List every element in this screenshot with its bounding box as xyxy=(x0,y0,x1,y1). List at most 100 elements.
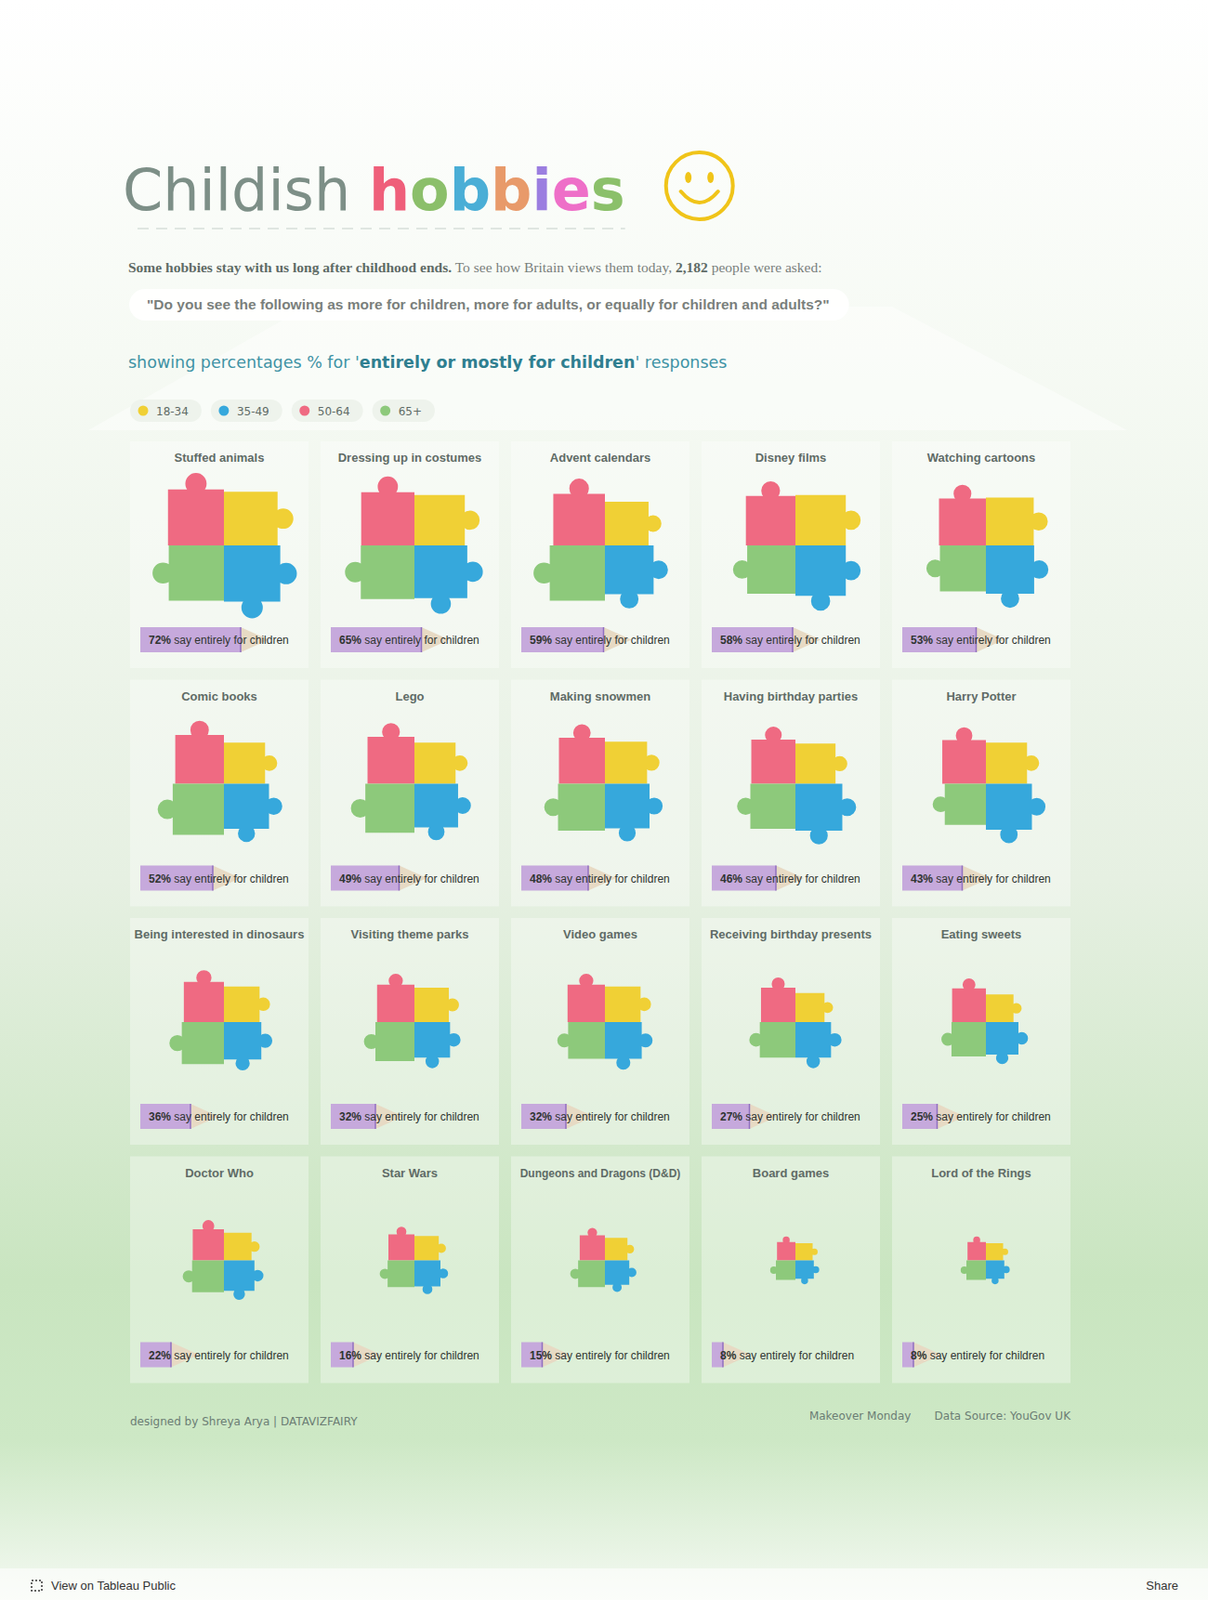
puzzle-piece xyxy=(733,545,796,594)
panel-title: Dressing up in costumes xyxy=(338,450,483,465)
tableau-link[interactable]: View on Tableau Public xyxy=(51,1578,176,1593)
panel: Video games32% say entirely for children xyxy=(511,918,690,1145)
puzzle-piece xyxy=(795,495,861,546)
puzzle-piece xyxy=(604,501,662,546)
panel-title: Visiting theme parks xyxy=(351,927,470,942)
panel-title: Lord of the Rings xyxy=(931,1166,1032,1181)
panel-title: Eating sweets xyxy=(941,927,1023,942)
puzzle-piece xyxy=(223,784,283,843)
background xyxy=(0,0,1208,1600)
puzzle-piece xyxy=(223,742,277,784)
puzzle-piece xyxy=(364,1022,415,1062)
question-pill: "Do you see the following as more for ch… xyxy=(129,288,850,321)
data-label: 32% say entirely for children xyxy=(339,1110,480,1124)
puzzle-piece xyxy=(795,743,848,784)
puzzle-piece xyxy=(795,784,856,845)
panel-title: Board games xyxy=(752,1166,829,1181)
puzzle-piece xyxy=(414,987,460,1023)
panel: Lord of the Rings 8% say entirely for chi… xyxy=(892,1156,1071,1384)
source: Makeover Monday xyxy=(809,1409,912,1423)
data-label: 49% say entirely for children xyxy=(339,872,480,886)
puzzle-piece xyxy=(795,993,834,1023)
legend-label: 18-34 xyxy=(156,405,189,419)
puzzle-piece xyxy=(570,1260,605,1288)
puzzle-piece xyxy=(175,721,224,785)
legend-item: 35-49 xyxy=(210,399,283,422)
data-label: 8% say entirely for children xyxy=(910,1349,1045,1363)
data-label: 72% say entirely for children xyxy=(148,633,289,647)
puzzle-piece xyxy=(552,478,605,546)
toolbar-left[interactable]: View on Tableau Public xyxy=(31,1578,176,1593)
subtitle: showing percentages % for 'entirely or m… xyxy=(128,353,727,372)
puzzle-piece xyxy=(761,977,796,1023)
puzzle-piece xyxy=(223,986,271,1023)
puzzle-piece xyxy=(746,481,796,546)
puzzle-piece xyxy=(223,491,294,546)
legend-item: 18-34 xyxy=(130,399,202,422)
title: Childish hobbies xyxy=(122,156,626,224)
panel: Visiting theme parks 32% say entirely for… xyxy=(320,918,499,1145)
puzzle-piece xyxy=(414,495,480,546)
panel: Stuffed animals72% say entirely for chil… xyxy=(130,441,309,669)
puzzle-piece xyxy=(967,1236,986,1261)
panel: Making snowmen48% say entirely for child… xyxy=(511,680,690,907)
puzzle-piece xyxy=(183,970,224,1023)
puzzle-piece xyxy=(414,784,472,841)
panel-title: Star Wars xyxy=(381,1166,438,1181)
puzzle-piece xyxy=(939,485,986,546)
puzzle-piece xyxy=(985,742,1039,784)
panel: Eating sweets 25% say entirely for childr… xyxy=(892,918,1071,1145)
title-underline xyxy=(137,227,626,230)
data-label: 32% say entirely for children xyxy=(529,1110,670,1124)
puzzle-piece xyxy=(942,727,986,785)
data-label: 43% say entirely for children xyxy=(910,872,1051,886)
puzzle-piece xyxy=(223,1260,264,1301)
panel: Star Wars16% say entirely for children xyxy=(320,1156,499,1384)
puzzle-piece xyxy=(192,1220,224,1261)
puzzle-piece xyxy=(795,1243,818,1261)
source: Data Source: YouGov UK xyxy=(934,1409,1073,1423)
panel: Having birthday parties46% say entirely … xyxy=(701,680,880,907)
panel: Dungeons and Dragons (D&D) 15% say entire… xyxy=(511,1156,690,1384)
share-button[interactable]: Share xyxy=(1145,1578,1179,1593)
puzzle-piece xyxy=(952,978,986,1023)
legend-item: 65+ xyxy=(372,399,435,422)
puzzle-piece xyxy=(152,545,224,601)
toolbar xyxy=(0,1568,1208,1600)
puzzle-piece xyxy=(183,1260,224,1293)
puzzle-piece xyxy=(776,1236,796,1261)
puzzle-piece xyxy=(932,784,986,826)
panel-title: Disney films xyxy=(755,450,828,465)
puzzle-piece xyxy=(414,1235,447,1261)
data-label: 8% say entirely for children xyxy=(720,1349,854,1363)
puzzle-piece xyxy=(157,784,224,836)
puzzle-piece xyxy=(380,1260,415,1288)
puzzle-piece xyxy=(557,1022,605,1060)
panel: Comic books52% say entirely for children xyxy=(130,680,309,907)
puzzle-piece xyxy=(985,498,1049,546)
data-label: 58% say entirely for children xyxy=(720,633,861,647)
data-label: 22% say entirely for children xyxy=(148,1349,289,1363)
puzzle-piece xyxy=(223,545,297,618)
data-label: 15% say entirely for children xyxy=(529,1349,670,1363)
puzzle-piece xyxy=(559,723,605,784)
data-label: 25% say entirely for children xyxy=(910,1110,1051,1124)
puzzle-piece xyxy=(169,1022,224,1064)
puzzle-piece xyxy=(985,784,1046,844)
legend-item: 50-64 xyxy=(291,399,364,422)
credit: designed by Shreya Arya | DATAVIZFAIRY xyxy=(130,1415,358,1429)
puzzle-piece xyxy=(985,1022,1028,1064)
puzzle-piece xyxy=(748,1022,796,1058)
puzzle-piece xyxy=(795,545,861,611)
puzzle-piece xyxy=(604,1237,634,1261)
panel: Harry Potter43% say entirely for childre… xyxy=(892,680,1071,907)
panel-title: Dungeons and Dragons (D&D) xyxy=(520,1167,682,1181)
puzzle-piece xyxy=(414,742,468,784)
panel-title: Comic books xyxy=(181,689,258,704)
legend-label: 65+ xyxy=(398,405,422,419)
panel: Board games 8% say entirely for children xyxy=(701,1156,880,1384)
puzzle-piece xyxy=(795,1022,842,1069)
puzzle-piece xyxy=(344,545,415,600)
panel: Doctor Who22% say entirely for children xyxy=(130,1156,309,1384)
roof xyxy=(88,306,1128,431)
